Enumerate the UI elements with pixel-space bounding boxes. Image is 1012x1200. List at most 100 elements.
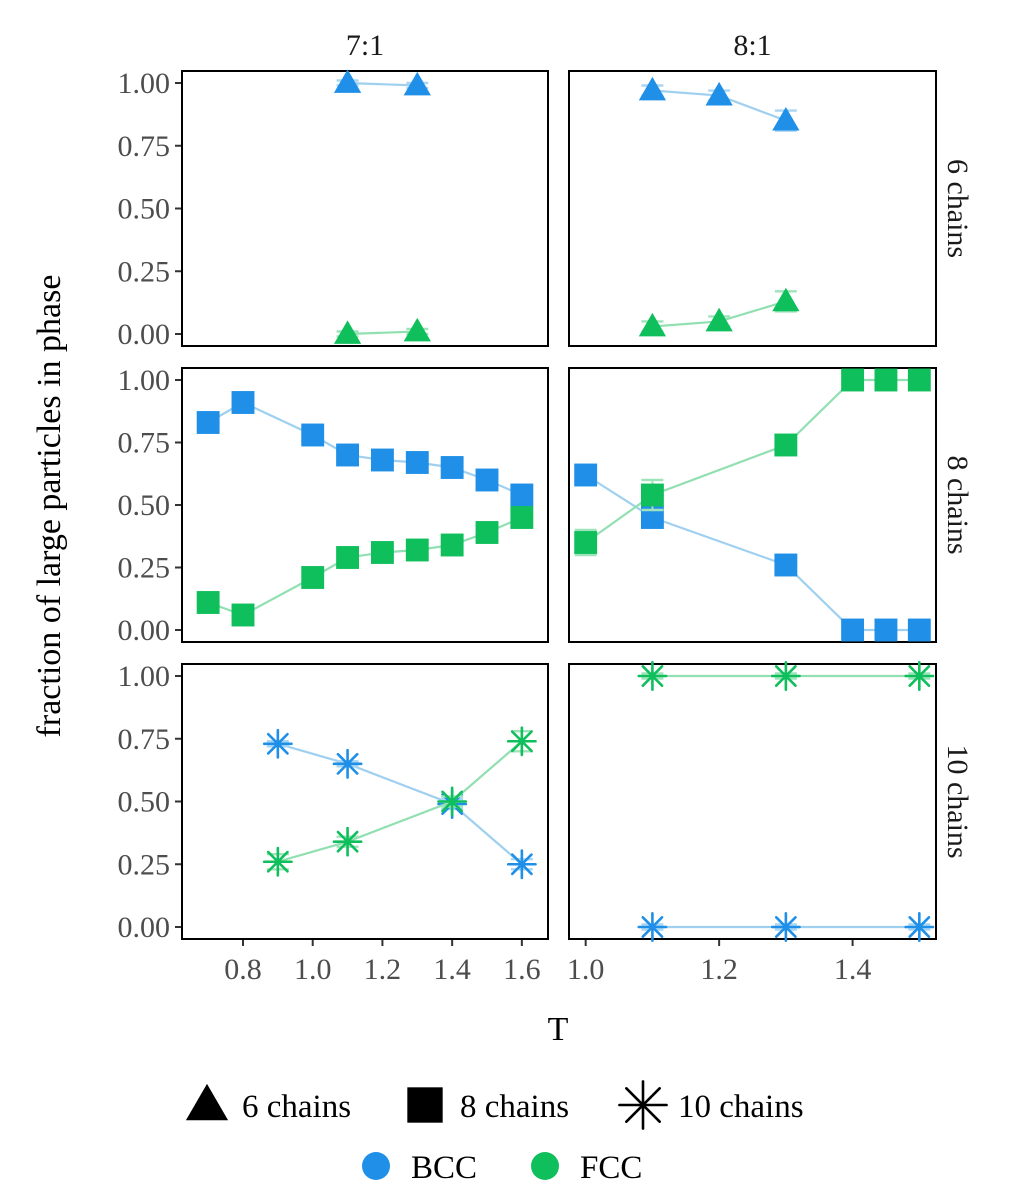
y-tick-label: 0.00	[118, 911, 171, 944]
data-point-fcc	[333, 320, 362, 344]
x-tick-label: 1.0	[567, 953, 605, 986]
data-point-fcc	[770, 661, 801, 691]
data-point-fcc	[370, 541, 394, 564]
data-point-bcc	[638, 76, 667, 101]
data-point-fcc	[638, 312, 667, 337]
data-point-bcc	[333, 69, 362, 93]
data-point-fcc	[640, 483, 664, 507]
panel-frame	[568, 663, 937, 940]
panel-10-chains-7to1	[181, 663, 549, 940]
legend-bcc-dot-icon	[362, 1152, 390, 1180]
legend-shape-label: 10 chains	[678, 1089, 804, 1125]
y-tick-label: 0.50	[118, 489, 171, 522]
plot-area: 7:1 8:1 6 chains 8 chains 10 chains 0.00 0.25 0…	[118, 29, 975, 986]
panel-6-chains-7to1	[181, 69, 549, 347]
data-point-fcc	[904, 661, 935, 691]
panel-8-chains-7to1	[181, 367, 549, 643]
y-tick-label: 0.25	[118, 848, 171, 881]
data-point-fcc	[332, 826, 363, 857]
data-point-fcc	[874, 368, 898, 392]
series-line-bcc	[277, 742, 523, 866]
panel-frame	[181, 663, 549, 940]
legend-shape-label: 6 chains	[242, 1089, 351, 1125]
data-point-bcc	[196, 411, 220, 434]
panel-frame	[181, 70, 549, 347]
data-point-bcc	[772, 107, 800, 131]
data-point-fcc	[405, 538, 429, 562]
row-strip-label: 8 chains	[941, 455, 974, 554]
x-tick-label: 0.8	[224, 953, 262, 986]
legend-asterisk-icon	[618, 1080, 668, 1130]
x-tick-label: 1.2	[700, 953, 738, 986]
data-point-bcc	[231, 391, 255, 414]
data-point-fcc	[506, 726, 537, 757]
data-point-fcc	[574, 531, 598, 554]
data-point-fcc	[772, 287, 800, 312]
data-point-bcc	[874, 618, 898, 642]
data-point-fcc	[440, 533, 464, 557]
y-tick-label: 1.00	[118, 67, 171, 100]
data-point-fcc	[336, 546, 360, 569]
data-point-bcc	[770, 912, 801, 942]
legend-color-label: BCC	[411, 1150, 477, 1186]
data-point-bcc	[774, 553, 798, 577]
data-point-fcc	[437, 786, 468, 817]
data-point-bcc	[510, 483, 534, 507]
data-point-fcc	[196, 591, 220, 614]
data-point-fcc	[705, 307, 733, 332]
x-tick-label: 1.4	[834, 953, 872, 986]
y-tick-label: 0.75	[118, 130, 171, 163]
x-tick-label: 1.4	[433, 953, 471, 986]
data-point-fcc	[262, 846, 293, 877]
y-tick-label: 0.00	[118, 318, 171, 351]
data-point-bcc	[475, 468, 499, 492]
legend-square-icon	[407, 1087, 443, 1123]
y-tick-label: 0.75	[118, 723, 171, 756]
panel-frame	[568, 367, 937, 643]
row-strip-label: 10 chains	[941, 744, 974, 858]
column-strip-label: 8:1	[733, 29, 771, 62]
y-axis-title: fraction of large particles in phase	[31, 275, 68, 738]
data-point-bcc	[332, 748, 363, 779]
data-point-bcc	[574, 463, 598, 487]
y-tick-label: 0.25	[118, 255, 171, 288]
y-tick-label: 1.00	[118, 364, 171, 397]
legend: 6 chains 8 chains 10 chains BCC FCC	[185, 1080, 804, 1186]
data-point-fcc	[774, 433, 798, 457]
x-tick-label: 1.0	[294, 953, 332, 986]
data-point-bcc	[336, 443, 360, 467]
y-tick-label: 0.00	[118, 614, 171, 647]
series-line-bcc	[347, 81, 418, 87]
data-point-bcc	[841, 618, 865, 642]
data-point-bcc	[904, 912, 935, 942]
y-tick-label: 0.50	[118, 193, 171, 226]
data-point-fcc	[403, 317, 431, 342]
row-strip-label: 6 chains	[941, 159, 974, 258]
data-point-fcc	[231, 603, 255, 627]
data-point-bcc	[637, 912, 668, 942]
data-point-bcc	[440, 456, 464, 479]
column-strip-label: 7:1	[346, 29, 384, 62]
panel-8-chains-8to1	[568, 367, 937, 643]
y-tick-label: 1.00	[118, 660, 171, 693]
data-point-bcc	[301, 423, 325, 447]
data-point-fcc	[301, 566, 325, 589]
panel-10-chains-8to1	[568, 661, 937, 942]
panel-frame	[568, 70, 937, 347]
panel-6-chains-8to1	[568, 70, 937, 347]
data-point-fcc	[510, 506, 534, 529]
y-tick-label: 0.75	[118, 427, 171, 460]
legend-shape-label: 8 chains	[460, 1089, 569, 1125]
data-point-bcc	[370, 448, 394, 472]
data-point-bcc	[705, 81, 733, 106]
data-point-bcc	[262, 728, 293, 759]
data-point-fcc	[841, 368, 865, 392]
legend-color-label: FCC	[580, 1150, 642, 1186]
data-point-bcc	[405, 451, 429, 474]
legend-fcc-dot-icon	[531, 1152, 559, 1180]
series-line-fcc	[347, 330, 418, 336]
series-line-fcc	[277, 740, 523, 863]
x-tick-label: 1.2	[364, 953, 402, 986]
data-point-bcc	[403, 71, 431, 96]
